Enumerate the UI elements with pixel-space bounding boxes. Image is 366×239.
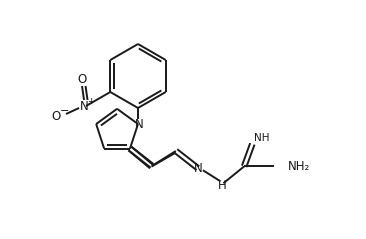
Text: −: −	[59, 106, 69, 116]
Text: N: N	[135, 118, 143, 130]
Text: N: N	[194, 162, 202, 175]
Text: O: O	[51, 109, 61, 123]
Text: NH₂: NH₂	[288, 160, 310, 173]
Text: O: O	[78, 72, 87, 86]
Text: N: N	[80, 99, 89, 113]
Text: H: H	[218, 179, 227, 192]
Text: NH: NH	[254, 133, 270, 143]
Text: +: +	[87, 97, 95, 105]
